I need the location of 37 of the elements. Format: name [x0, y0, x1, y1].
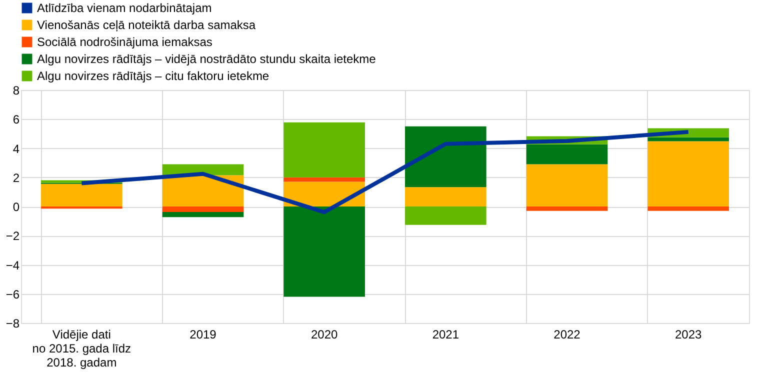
- line-series: [80, 130, 690, 214]
- bar: [162, 212, 244, 218]
- y-tick-label: 8: [12, 84, 20, 98]
- y-tick-label: −6: [6, 287, 20, 302]
- bar: [405, 206, 486, 225]
- x-tick-label: 2023: [674, 328, 702, 342]
- bar: [648, 141, 729, 206]
- legend-label: Sociālā nodrošinājuma iemaksas: [37, 35, 212, 49]
- bar: [162, 206, 244, 212]
- x-tick-label: 2020: [310, 328, 338, 342]
- bar: [162, 175, 244, 206]
- bar: [284, 177, 365, 182]
- y-tick-label: 2: [12, 170, 20, 185]
- bar: [405, 126, 486, 188]
- legend-label: Algu novirzes rādītājs – vidējā nostrādāto stundu skaita ietekme: [37, 52, 376, 66]
- y-tick-label: 6: [12, 112, 20, 127]
- bar: [41, 184, 122, 206]
- legend-label: Algu novirzes rādītājs – citu faktoru ietekme: [37, 69, 270, 83]
- y-tick-label: −2: [6, 229, 20, 244]
- bar: [648, 206, 729, 211]
- bar: [526, 164, 608, 206]
- legend-label: Vienošanās ceļā noteiktā darba samaksa: [37, 18, 256, 32]
- bar: [405, 187, 486, 206]
- bar: [284, 206, 365, 297]
- bar: [284, 122, 365, 178]
- legend-label: Atlīdzība vienam nodarbinātajam: [37, 1, 212, 15]
- x-tick-label: 2022: [554, 328, 581, 342]
- bar: [526, 206, 608, 211]
- bar: [648, 137, 729, 142]
- y-tick-label: −8: [6, 316, 20, 330]
- x-tick-label: 2019: [190, 328, 217, 342]
- x-tick-label: 2021: [432, 328, 460, 342]
- bar: [526, 144, 608, 164]
- y-tick-label: −4: [6, 258, 20, 272]
- y-tick-label: 4: [12, 142, 20, 156]
- y-tick-label: 0: [12, 200, 20, 214]
- x-tick-label: Vidējie dati no 2015. gada līdz 2018. gadam: [32, 328, 132, 370]
